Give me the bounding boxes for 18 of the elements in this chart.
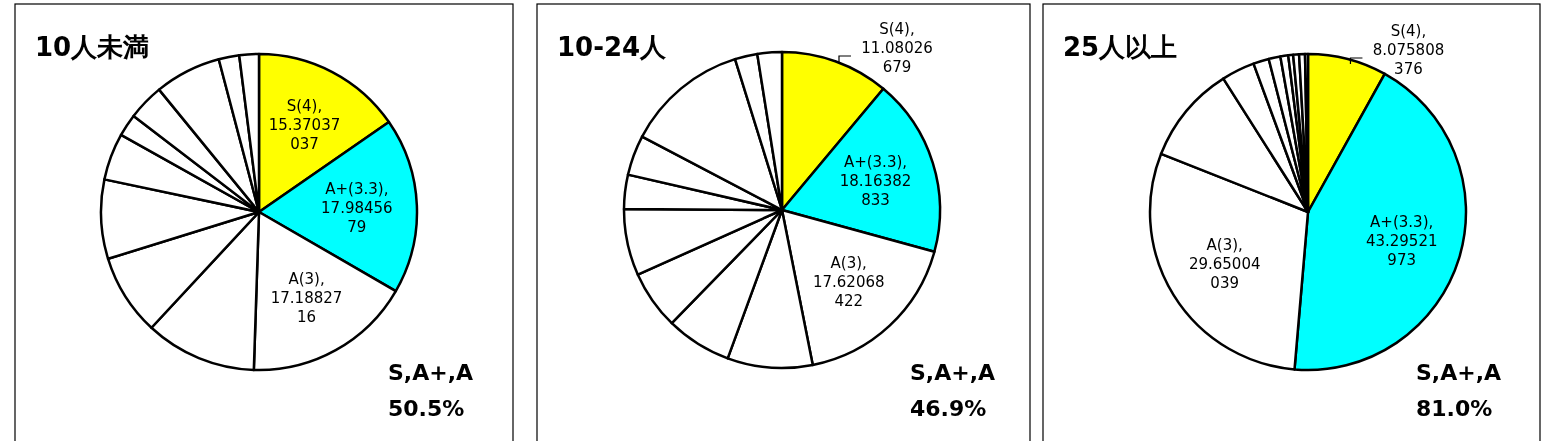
data-label: A+(3.3), 18.16382833 [839,152,912,209]
data-label: S(4), 8.075808376 [1372,22,1445,78]
text: S,A+,A [1416,360,1502,385]
data-label: A(3), 29.65004039 [1188,235,1261,292]
data-label: S(4), 15.37037037 [268,97,341,154]
text: 46.9% [910,396,987,421]
chart-title: 25人以上 [1063,32,1178,62]
data-label: S(4), 11.08026679 [861,20,933,76]
data-label: A(3), 17.62068422 [812,253,885,310]
chart-title: 10-24人 [557,32,668,62]
data-label: A+(3.3), 43.29521973 [1365,212,1438,269]
text: S,A+,A [910,360,996,385]
text: 50.5% [388,396,465,421]
data-label: A(3), 17.1882716 [270,269,343,326]
chart-title: 10人未満 [35,32,150,62]
text: 81.0% [1416,396,1493,421]
text: S,A+,A [388,360,474,385]
data-label: A+(3.3), 17.9845679 [321,180,393,237]
